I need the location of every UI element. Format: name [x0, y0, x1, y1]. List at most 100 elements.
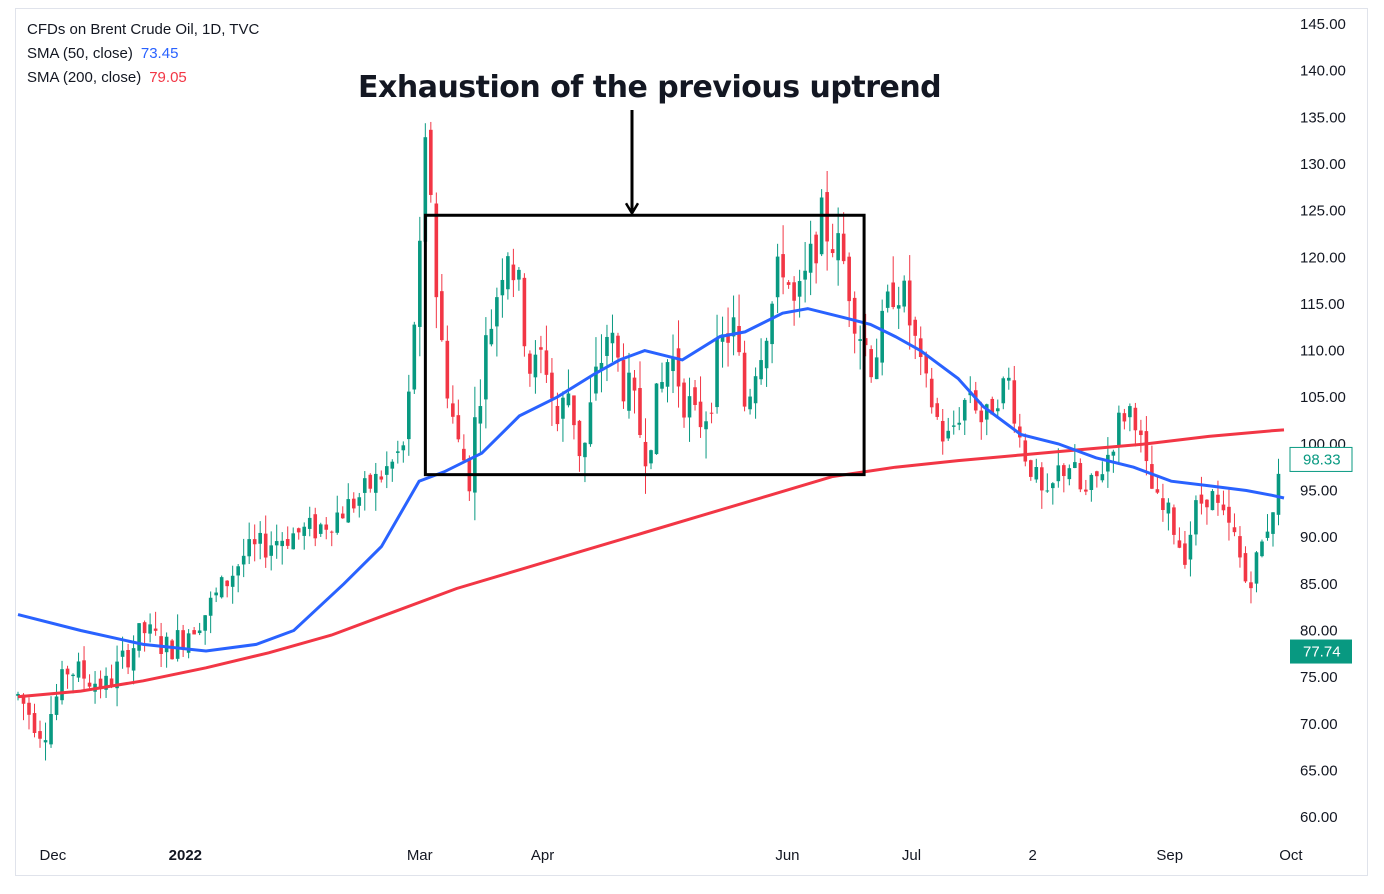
candle-body — [368, 474, 373, 489]
candle-body — [98, 678, 103, 690]
candle-body — [456, 415, 461, 440]
candle-body — [957, 422, 962, 425]
annotation-arrow-head — [624, 202, 640, 216]
candle-body — [142, 622, 147, 634]
candle-body — [1238, 536, 1242, 558]
candle-body — [863, 338, 868, 346]
candle-body — [104, 675, 108, 690]
candle-body — [49, 714, 53, 745]
candle-body — [726, 333, 730, 343]
candle-body — [792, 282, 796, 301]
candle-body — [583, 442, 587, 458]
candle-body — [594, 366, 598, 394]
candle-body — [1194, 500, 1198, 535]
candle-body — [841, 233, 846, 262]
y-tick-label: 85.00 — [1300, 576, 1338, 593]
candle-body — [935, 403, 940, 417]
candle-body — [302, 526, 307, 536]
candle-body — [362, 478, 367, 493]
candle-body — [797, 281, 802, 297]
sma50-line — [17, 307, 1285, 653]
candle-body — [731, 317, 736, 337]
candle-body — [1254, 552, 1259, 584]
candle-body — [1089, 474, 1094, 490]
candle-body — [1166, 502, 1171, 514]
candle-body — [82, 660, 86, 679]
candle-body — [197, 630, 202, 634]
sma50-value: 73.45 — [140, 45, 179, 62]
candle-body — [665, 362, 670, 387]
candle-body — [340, 513, 345, 519]
y-tick-label: 95.00 — [1300, 483, 1338, 500]
candle-body — [87, 682, 92, 687]
candle-body — [836, 233, 840, 261]
sma-price-text: 77.74 — [1303, 644, 1341, 661]
candle-body — [869, 349, 873, 378]
candle-body — [907, 280, 912, 326]
candle-body — [984, 404, 989, 420]
symbol-label: CFDs on Brent Crude Oil, 1D, TVC — [27, 21, 260, 38]
candle-body — [808, 243, 813, 273]
candle-body — [434, 203, 439, 298]
candle-body — [1095, 471, 1099, 477]
y-tick-label: 110.00 — [1300, 343, 1345, 360]
candle-body — [170, 640, 174, 660]
y-tick-label: 80.00 — [1300, 622, 1338, 639]
annotation-text: Exhaustion of the previous uptrend — [358, 70, 942, 105]
candle-body — [1183, 543, 1187, 565]
candle-body — [423, 137, 428, 242]
candle-body — [742, 352, 747, 407]
candle-body — [748, 396, 752, 410]
candle-body — [995, 408, 1000, 412]
candle-body — [1045, 490, 1050, 492]
candle-body — [764, 340, 769, 369]
candle-body — [1006, 377, 1011, 381]
y-tick-label: 65.00 — [1300, 762, 1338, 779]
candle-body — [528, 353, 532, 374]
candle-body — [940, 420, 945, 442]
candle-body — [1188, 534, 1193, 560]
candle-body — [1084, 489, 1088, 492]
x-tick-label: Dec — [40, 847, 67, 864]
candle-body — [1073, 462, 1077, 469]
y-tick-label: 120.00 — [1300, 249, 1346, 266]
candle-body — [32, 713, 37, 733]
candle-body — [280, 540, 285, 547]
candle-body — [544, 350, 549, 375]
candle-body — [407, 391, 411, 440]
candle-body — [649, 450, 653, 464]
candle-body — [396, 451, 400, 453]
candle-body — [918, 338, 923, 358]
candle-body — [610, 332, 615, 344]
candle-body — [324, 524, 329, 530]
candle-body — [753, 376, 758, 404]
candle-body — [896, 305, 901, 309]
candle-body — [709, 412, 714, 414]
candle-body — [786, 282, 791, 285]
candle-body — [274, 541, 279, 546]
candle-body — [1243, 553, 1248, 582]
candle-body — [555, 405, 560, 425]
candle-body — [770, 303, 774, 345]
candle-body — [1216, 494, 1220, 503]
candle-body — [109, 678, 114, 686]
candle-body — [737, 326, 741, 353]
candle-body — [186, 633, 191, 653]
candle-body — [181, 630, 185, 648]
candle-body — [335, 512, 340, 533]
candle-body — [148, 624, 152, 634]
candle-body — [1029, 460, 1033, 477]
candle-body — [1249, 582, 1253, 589]
candle-body — [506, 256, 510, 290]
y-tick-label: 105.00 — [1300, 389, 1346, 406]
sma200-line — [17, 428, 1285, 699]
candle-body — [412, 324, 417, 390]
candle-body — [1265, 531, 1270, 538]
candle-body — [225, 580, 229, 587]
candle-body — [654, 383, 659, 455]
candle-body — [517, 269, 521, 280]
candle-body — [682, 382, 686, 418]
candle-body — [1034, 467, 1039, 480]
candle-body — [252, 539, 257, 545]
candle-body — [43, 740, 48, 743]
